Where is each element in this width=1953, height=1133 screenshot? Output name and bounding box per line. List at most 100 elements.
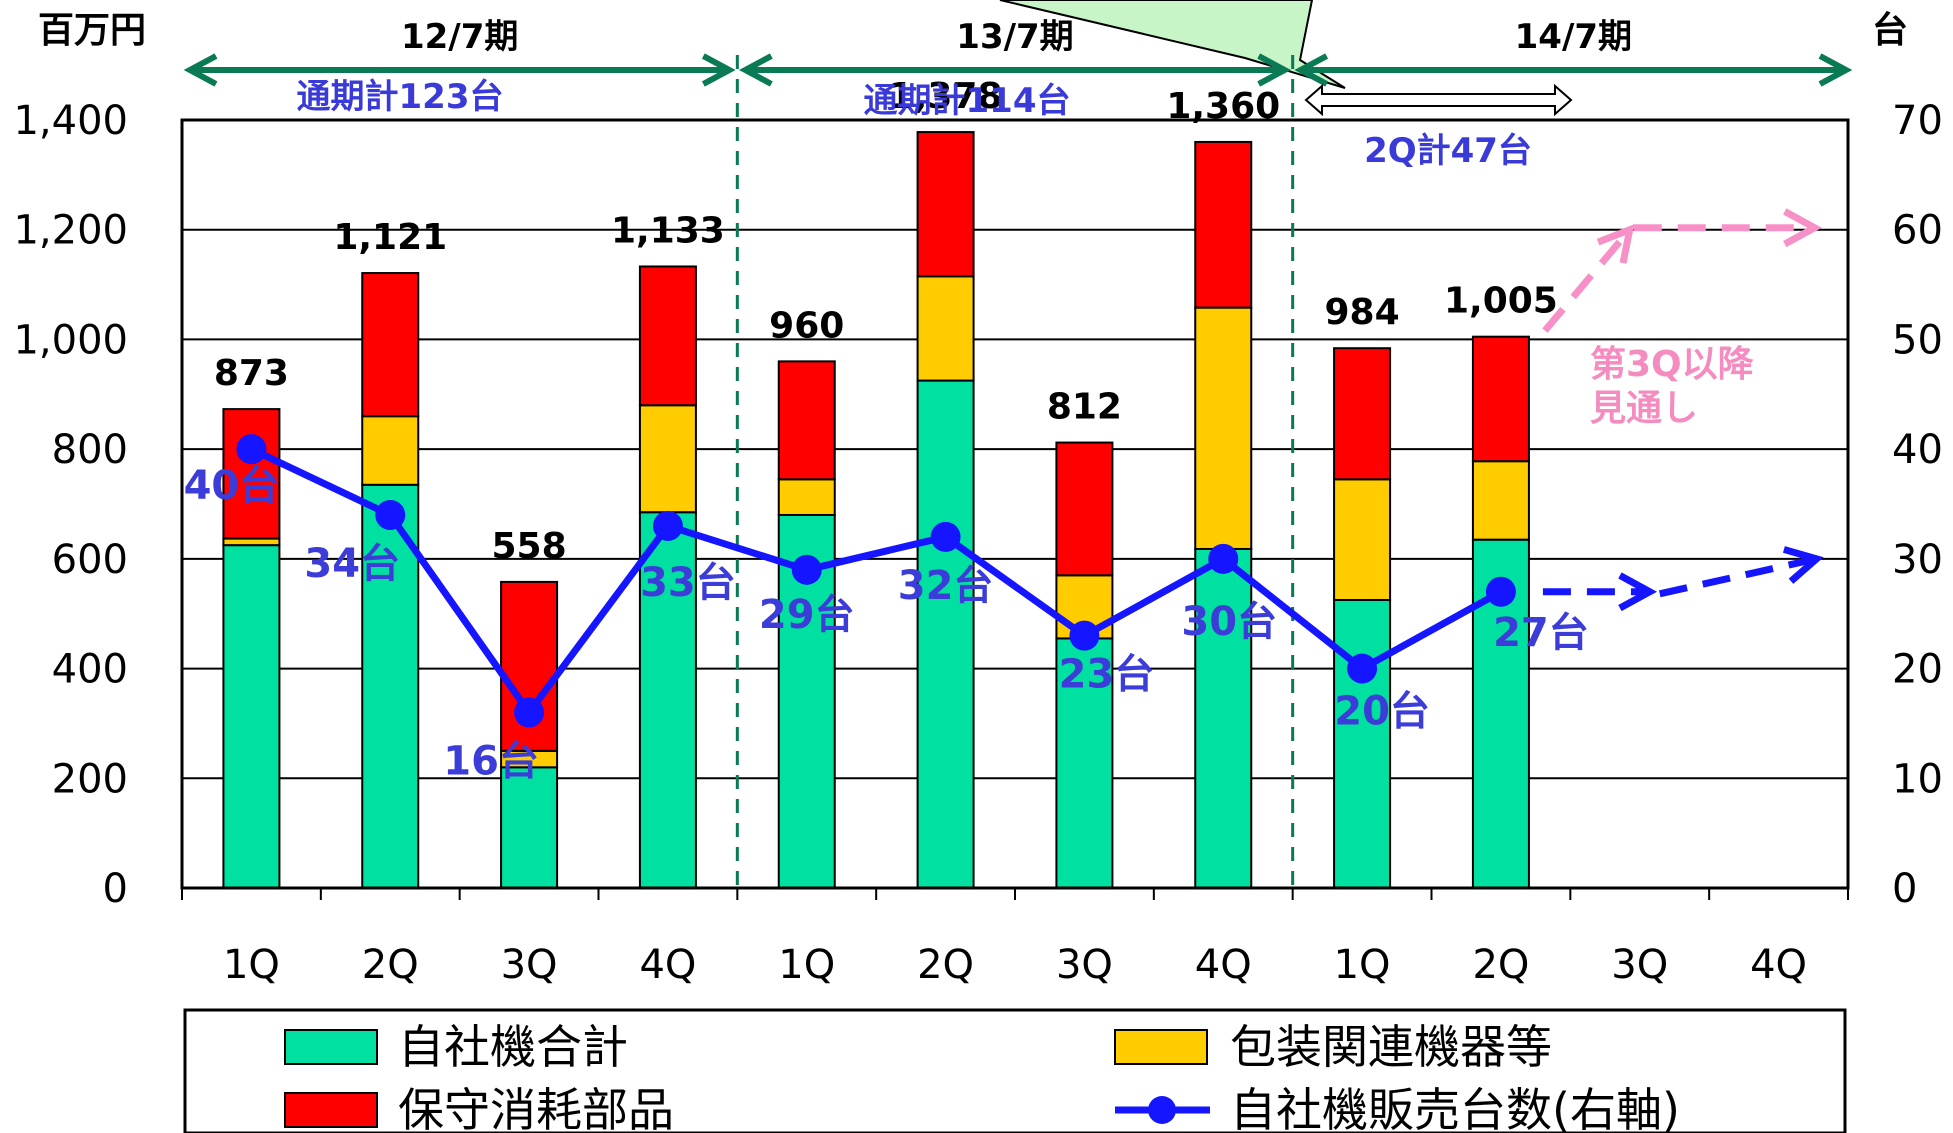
- bar-segment: [1194, 306, 1253, 550]
- units-data-label: 30台: [1181, 599, 1277, 645]
- right-tick-label: 50: [1892, 317, 1943, 363]
- outlook-label-line2: 見通し: [1590, 388, 1698, 429]
- outlook-units-arrow-1-head: [1618, 572, 1658, 612]
- bar-segment: [1333, 478, 1392, 602]
- category-label: 2Q: [917, 942, 974, 988]
- legend-swatch-maintenance: [284, 1092, 378, 1128]
- bar-total-label: 812: [1047, 387, 1122, 428]
- right-tick-label: 20: [1892, 647, 1943, 693]
- bar-total-label: 984: [1325, 292, 1400, 333]
- bar-segment: [777, 360, 836, 481]
- half-year-bracket: [1304, 83, 1573, 117]
- units-data-label: 33台: [640, 560, 736, 606]
- bar-segment: [1471, 460, 1530, 541]
- units-marker: [1208, 543, 1239, 574]
- category-label: 1Q: [1334, 942, 1391, 988]
- left-tick-label: 400: [52, 647, 128, 693]
- category-label: 3Q: [1611, 942, 1668, 988]
- bar-segment: [1333, 347, 1392, 481]
- bars: [222, 131, 1530, 890]
- units-marker: [1347, 653, 1378, 684]
- units-data-label: 23台: [1059, 652, 1155, 698]
- bar-total-label: 558: [492, 526, 567, 567]
- units-data-label: 27台: [1493, 610, 1589, 656]
- units-marker: [375, 499, 406, 530]
- bar-segment: [638, 404, 697, 514]
- legend-label-units: 自社機販売台数(右軸): [1230, 1083, 1680, 1133]
- legend-label-packaging: 包装関連機器等: [1230, 1020, 1552, 1074]
- units-line-path: [249, 445, 1503, 719]
- category-label: 3Q: [501, 942, 558, 988]
- category-label: 4Q: [1195, 942, 1252, 988]
- outlook-sales-arrow-2-head: [1783, 208, 1822, 248]
- left-tick-label: 0: [103, 866, 128, 912]
- category-label: 1Q: [778, 942, 835, 988]
- labels: 0 200 400 600 800 1,000 1,200 1,400 0 10 20 30 40 50 6…: [13, 76, 1942, 988]
- period-label: 12/7期: [401, 17, 518, 57]
- left-tick-label: 200: [52, 756, 128, 802]
- bar-segment: [1055, 441, 1114, 577]
- bar-total-label: 873: [214, 353, 289, 394]
- bar-segment: [500, 766, 559, 889]
- bar-segment: [638, 265, 697, 407]
- bar-segment: [916, 379, 975, 889]
- bar-segment: [1194, 140, 1253, 309]
- bar-segment: [222, 544, 281, 890]
- left-tick-label: 1,200: [13, 208, 128, 254]
- period-summary: 通期計114台: [864, 81, 1071, 121]
- left-axis-unit: 百万円: [38, 10, 146, 51]
- right-axis-unit: 台: [1872, 10, 1908, 51]
- bar-segment: [777, 478, 836, 516]
- bar-segment: [1333, 599, 1392, 889]
- category-label: 4Q: [639, 942, 696, 988]
- outlook-arrows: [1542, 208, 1824, 612]
- right-tick-label: 70: [1892, 98, 1943, 144]
- bar-segment: [1471, 335, 1530, 463]
- right-tick-label: 0: [1892, 866, 1917, 912]
- legend-swatch-packaging: [1114, 1029, 1208, 1065]
- outlook-label-line1: 第3Q以降: [1590, 344, 1754, 385]
- bar-segment: [916, 275, 975, 382]
- legend-marker-units: [1148, 1096, 1176, 1124]
- legend-box: [183, 1008, 1847, 1133]
- units-data-label: 29台: [759, 592, 855, 638]
- units-data-label: 32台: [898, 563, 994, 609]
- gridlines: [182, 119, 1848, 780]
- bar-segment: [361, 415, 420, 486]
- bar-total-label: 960: [769, 305, 844, 346]
- period-arrowhead: [183, 53, 218, 87]
- units-marker: [1485, 576, 1516, 607]
- period-arrowhead: [739, 53, 773, 87]
- period-label: 13/7期: [956, 17, 1073, 57]
- right-tick-label: 10: [1892, 756, 1943, 802]
- units-data-label: 16台: [443, 738, 539, 784]
- category-label: 2Q: [1472, 942, 1529, 988]
- units-marker: [930, 521, 961, 552]
- right-tick-label: 60: [1892, 208, 1943, 254]
- category-label: 2Q: [362, 942, 419, 988]
- bar-total-label: 1,121: [333, 217, 447, 258]
- units-marker: [652, 510, 683, 541]
- period-arrowhead: [1257, 53, 1291, 87]
- legend-swatch-own-machines: [284, 1029, 378, 1065]
- bar-total-label: 1,133: [611, 210, 725, 251]
- category-label: 3Q: [1056, 942, 1113, 988]
- units-data-label: 40台: [184, 463, 280, 509]
- period-summary: 通期計123台: [297, 77, 504, 117]
- bar-segment: [1194, 547, 1253, 889]
- legend-label-maintenance: 保守消耗部品: [398, 1083, 674, 1133]
- right-tick-label: 40: [1892, 427, 1943, 473]
- outlook-sales-arrow-1-head: [1596, 224, 1635, 264]
- bar-segment: [916, 131, 975, 278]
- bar-total-label: 1,005: [1444, 281, 1558, 322]
- left-tick-label: 1,000: [13, 317, 128, 363]
- left-tick-label: 600: [52, 537, 128, 583]
- bar-total-label: 1,378: [889, 76, 1003, 117]
- legend-label-own-machines: 自社機合計: [398, 1020, 628, 1074]
- period-arrowhead: [1818, 53, 1853, 87]
- period-arrowhead: [701, 53, 736, 87]
- period-summary: 2Q計47台: [1364, 131, 1532, 171]
- left-tick-label: 800: [52, 427, 128, 473]
